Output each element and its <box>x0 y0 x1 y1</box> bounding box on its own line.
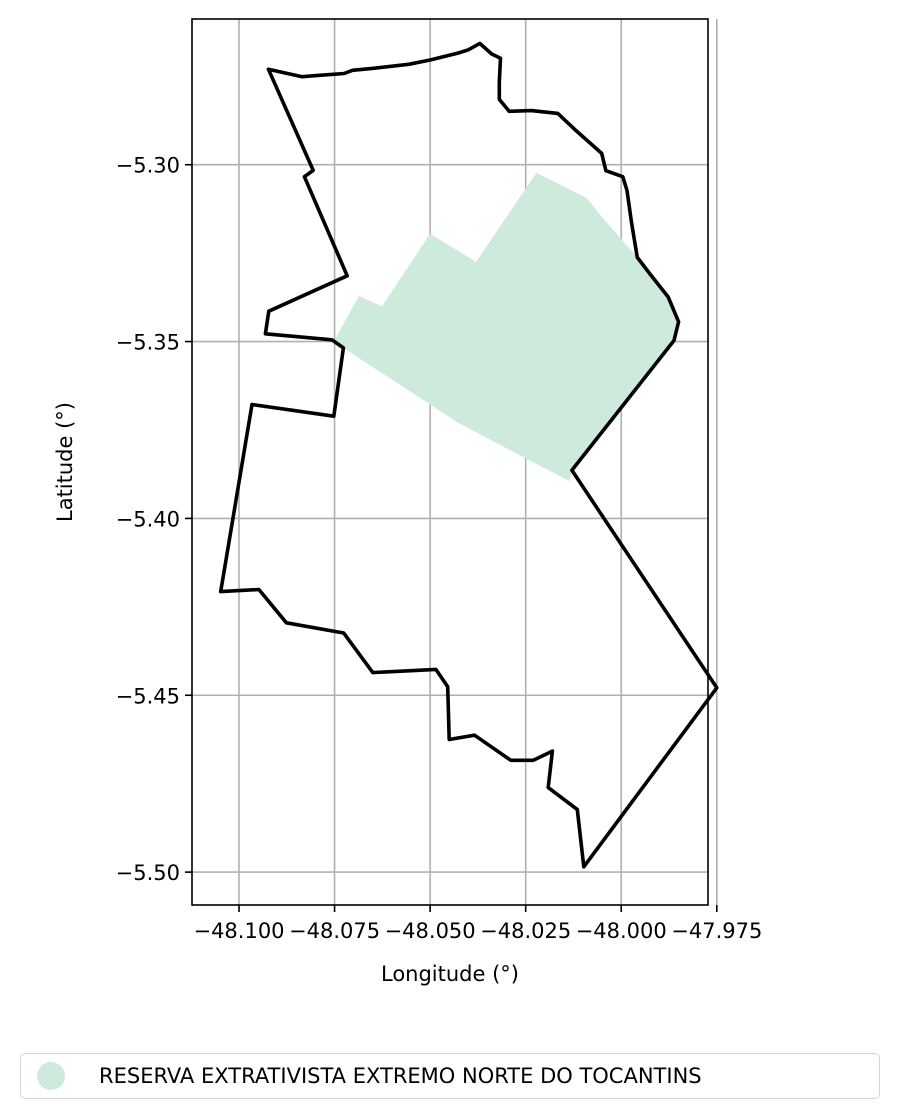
y-axis-title: Latitude (°) <box>53 402 77 522</box>
tick-layer: −48.100 −48.075 −48.050 −48.025 −48.000 −47.9… <box>116 154 763 943</box>
x-tick-label-5: −47.975 <box>671 919 762 943</box>
y-tick-label-0: −5.30 <box>116 154 180 178</box>
y-tick-label-1: −5.35 <box>116 331 180 355</box>
plot-layer <box>218 41 719 869</box>
y-tick-label-4: −5.50 <box>116 861 180 885</box>
municipality-boundary <box>218 41 719 869</box>
legend-label: RESERVA EXTRATIVISTA EXTREMO NORTE DO TO… <box>99 1064 702 1088</box>
x-axis-title: Longitude (°) <box>381 962 519 986</box>
x-tick-label-0: −48.100 <box>193 919 284 943</box>
reserve-area <box>333 172 679 482</box>
y-tick-label-3: −5.45 <box>116 684 180 708</box>
y-tick-label-2: −5.40 <box>116 507 180 531</box>
legend: RESERVA EXTRATIVISTA EXTREMO NORTE DO TO… <box>20 1053 880 1099</box>
x-tick-label-3: −48.025 <box>480 919 571 943</box>
legend-marker-icon <box>37 1062 65 1090</box>
x-tick-label-1: −48.075 <box>289 919 380 943</box>
x-tick-label-4: −48.000 <box>576 919 667 943</box>
grid-layer <box>192 19 718 905</box>
plot-frame <box>191 18 709 906</box>
x-tick-label-2: −48.050 <box>385 919 476 943</box>
